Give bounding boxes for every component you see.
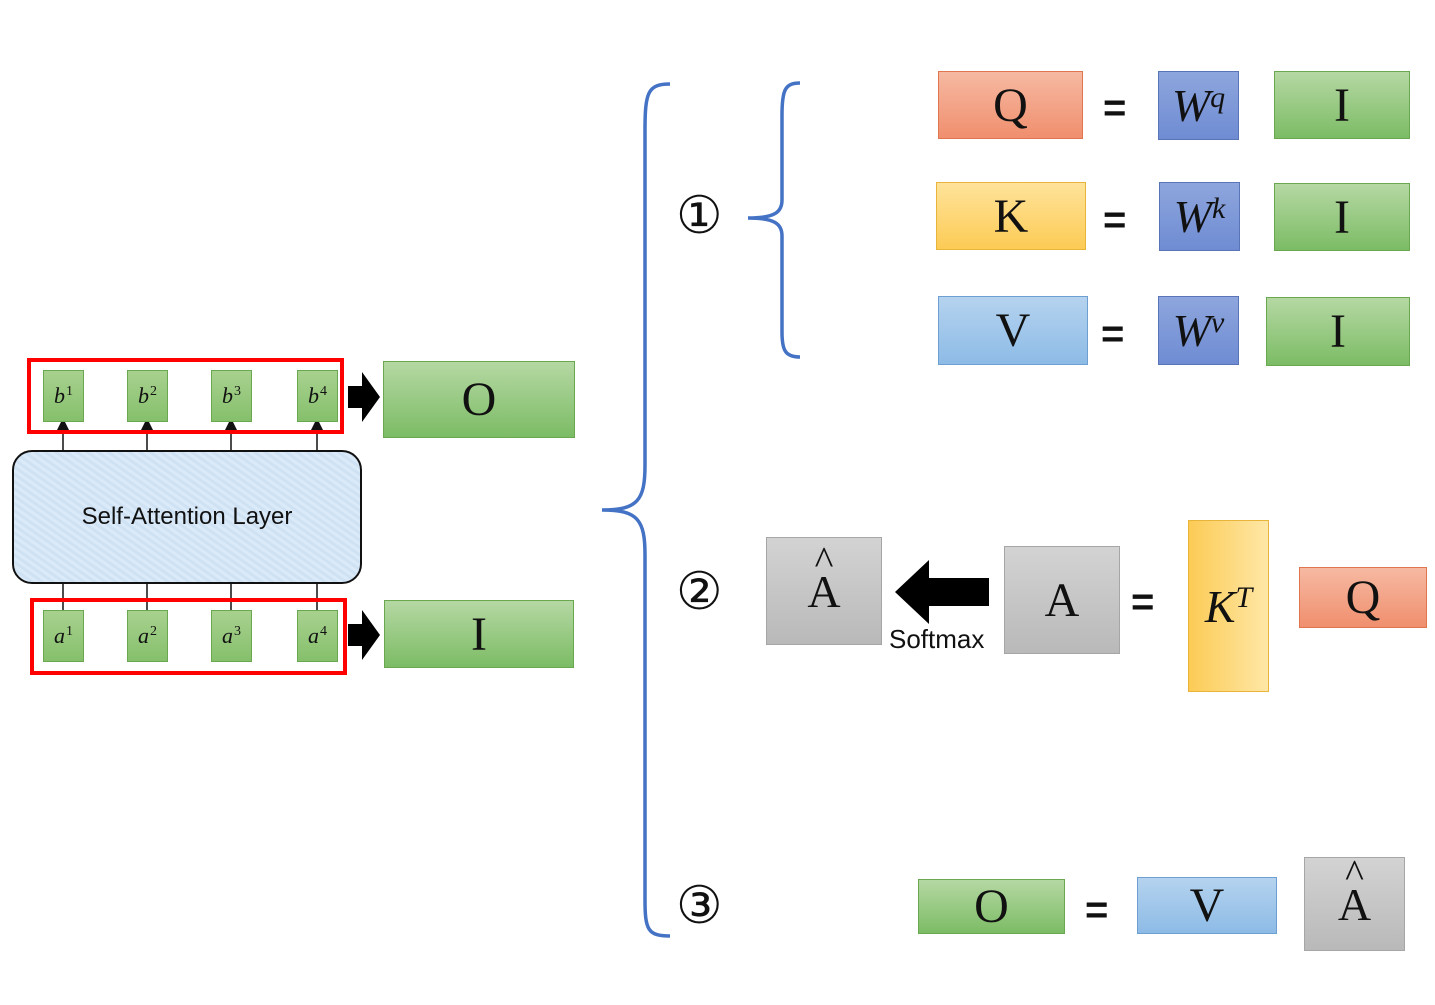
input-highlight-box xyxy=(30,598,347,675)
step1-q-label: Q xyxy=(993,78,1028,132)
step1-v-label: V xyxy=(995,304,1031,357)
step3-a-hat-accent: ^ xyxy=(1345,850,1364,896)
step1-q-input-I-label: I xyxy=(1334,78,1350,132)
step1-k-input-I: I xyxy=(1274,183,1410,251)
b1-base: b xyxy=(54,383,65,408)
a2-sup: 2 xyxy=(150,624,157,639)
step2-q-label: Q xyxy=(1345,571,1381,624)
a3-sup: 3 xyxy=(234,624,241,639)
layer-connectors xyxy=(57,372,380,660)
step3-v-label: V xyxy=(1189,879,1225,932)
step3-a-hat-matrix: ^ A xyxy=(1304,851,1405,951)
wq-base: W xyxy=(1171,80,1211,131)
b2-base: b xyxy=(138,383,149,408)
step1-k-label: K xyxy=(993,189,1029,243)
step1-k-input-I-label: I xyxy=(1334,190,1350,244)
softmax-arrow xyxy=(895,560,989,624)
step1-v-equals: = xyxy=(1101,312,1125,356)
wv-sup: v xyxy=(1211,305,1225,339)
b3-sup: 3 xyxy=(234,384,241,399)
softmax-label: Softmax xyxy=(889,624,985,654)
step1-v-matrix: V xyxy=(938,296,1088,365)
wk-base: W xyxy=(1173,191,1212,242)
step3-o-matrix: O xyxy=(918,879,1065,934)
b1-sup: 1 xyxy=(66,384,73,399)
input-matrix-I: I xyxy=(384,600,574,668)
a1-sup: 1 xyxy=(66,624,73,639)
kt-sup: T xyxy=(1235,581,1253,614)
step3-a-hat: ^ A xyxy=(1337,851,1372,931)
kt-base: K xyxy=(1204,580,1236,632)
step1-v-input-I: I xyxy=(1266,297,1410,366)
step-one-marker: ① xyxy=(676,186,723,246)
step2-q-matrix: Q xyxy=(1299,567,1427,628)
wq-sup: q xyxy=(1210,80,1226,114)
output-matrix-O-label: O xyxy=(461,373,497,426)
a2-base: a xyxy=(138,623,149,648)
step1-k-matrix: K xyxy=(936,182,1086,250)
a3-base: a xyxy=(222,623,233,648)
b3-base: b xyxy=(222,383,233,408)
step1-q-input-I: I xyxy=(1274,71,1410,139)
output-matrix-O: O xyxy=(383,361,575,438)
step1-k-equals: = xyxy=(1103,198,1127,242)
step1-v-input-I-label: I xyxy=(1330,305,1346,358)
step2-a-matrix: A xyxy=(1004,546,1120,654)
step1-q-matrix: Q xyxy=(938,71,1083,139)
wk-sup: k xyxy=(1212,191,1226,225)
step3-v-matrix: V xyxy=(1137,877,1277,934)
input-matrix-I-label: I xyxy=(471,607,487,661)
step2-equals: = xyxy=(1131,580,1155,624)
a4-base: a xyxy=(308,623,319,648)
step2-a-hat-matrix: ^ A xyxy=(766,537,882,645)
a1-base: a xyxy=(54,623,65,648)
step3-a-hat-base: A xyxy=(1337,878,1372,930)
step2-a-hat-accent: ^ xyxy=(814,537,834,583)
wv-base: W xyxy=(1172,305,1211,356)
small-brace xyxy=(747,81,801,359)
step2-a-hat: ^ A xyxy=(807,538,841,618)
output-fat-arrow xyxy=(348,372,380,422)
step1-q-equals: = xyxy=(1103,86,1127,130)
a4-sup: 4 xyxy=(320,624,327,639)
step-three-marker: ③ xyxy=(676,876,723,936)
step2-a-hat-base: A xyxy=(807,565,841,617)
step3-o-label: O xyxy=(974,880,1009,933)
step3-equals: = xyxy=(1085,888,1109,932)
output-highlight-box xyxy=(27,358,344,434)
self-attention-layer-label: Self-Attention Layer xyxy=(81,503,293,530)
b2-sup: 2 xyxy=(150,384,157,399)
self-attention-layer: Self-Attention Layer xyxy=(12,450,362,584)
b4-sup: 4 xyxy=(320,384,327,399)
step2-a-label: A xyxy=(1044,573,1080,627)
big-brace xyxy=(601,82,671,938)
b4-base: b xyxy=(308,383,319,408)
brackets xyxy=(601,81,801,938)
input-fat-arrow xyxy=(348,610,380,660)
step-two-marker: ② xyxy=(676,562,723,622)
